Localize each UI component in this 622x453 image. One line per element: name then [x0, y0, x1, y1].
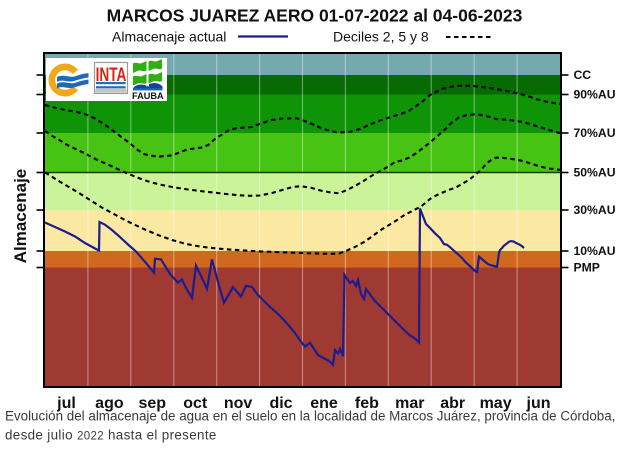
- svg-text:90%AU: 90%AU: [574, 88, 616, 102]
- svg-text:FAUBA: FAUBA: [132, 91, 164, 101]
- svg-text:ago: ago: [95, 395, 124, 412]
- svg-text:Deciles 2, 5 y 8: Deciles 2, 5 y 8: [333, 29, 429, 45]
- svg-text:MARCOS JUAREZ AERO 01-07-2022: MARCOS JUAREZ AERO 01-07-2022 al 04-06-2…: [107, 6, 523, 26]
- svg-text:70%AU: 70%AU: [574, 126, 616, 140]
- svg-text:Almacenaje: Almacenaje: [11, 169, 30, 264]
- svg-text:30%AU: 30%AU: [574, 203, 616, 217]
- svg-text:may: may: [480, 395, 512, 412]
- svg-text:sep: sep: [139, 395, 167, 412]
- svg-text:jun: jun: [526, 395, 551, 412]
- svg-text:PMP: PMP: [574, 261, 600, 275]
- svg-text:jul: jul: [56, 395, 76, 412]
- svg-text:CC: CC: [574, 68, 592, 82]
- svg-text:Evolución del almacenaje de ag: Evolución del almacenaje de agua en el s…: [5, 409, 615, 424]
- svg-text:abr: abr: [440, 395, 465, 412]
- svg-text:nov: nov: [224, 395, 253, 412]
- svg-text:Almacenaje actual: Almacenaje actual: [112, 29, 226, 45]
- svg-text:50%AU: 50%AU: [574, 166, 616, 180]
- svg-text:oct: oct: [183, 395, 208, 412]
- svg-text:INTA: INTA: [96, 63, 127, 85]
- svg-text:mar: mar: [395, 395, 424, 412]
- svg-text:feb: feb: [355, 395, 379, 412]
- svg-text:dic: dic: [269, 395, 292, 412]
- svg-text:desde julio 2022 hasta el pres: desde julio 2022 hasta el presente: [5, 428, 217, 443]
- svg-text:ene: ene: [310, 395, 338, 412]
- svg-text:10%AU: 10%AU: [574, 244, 616, 258]
